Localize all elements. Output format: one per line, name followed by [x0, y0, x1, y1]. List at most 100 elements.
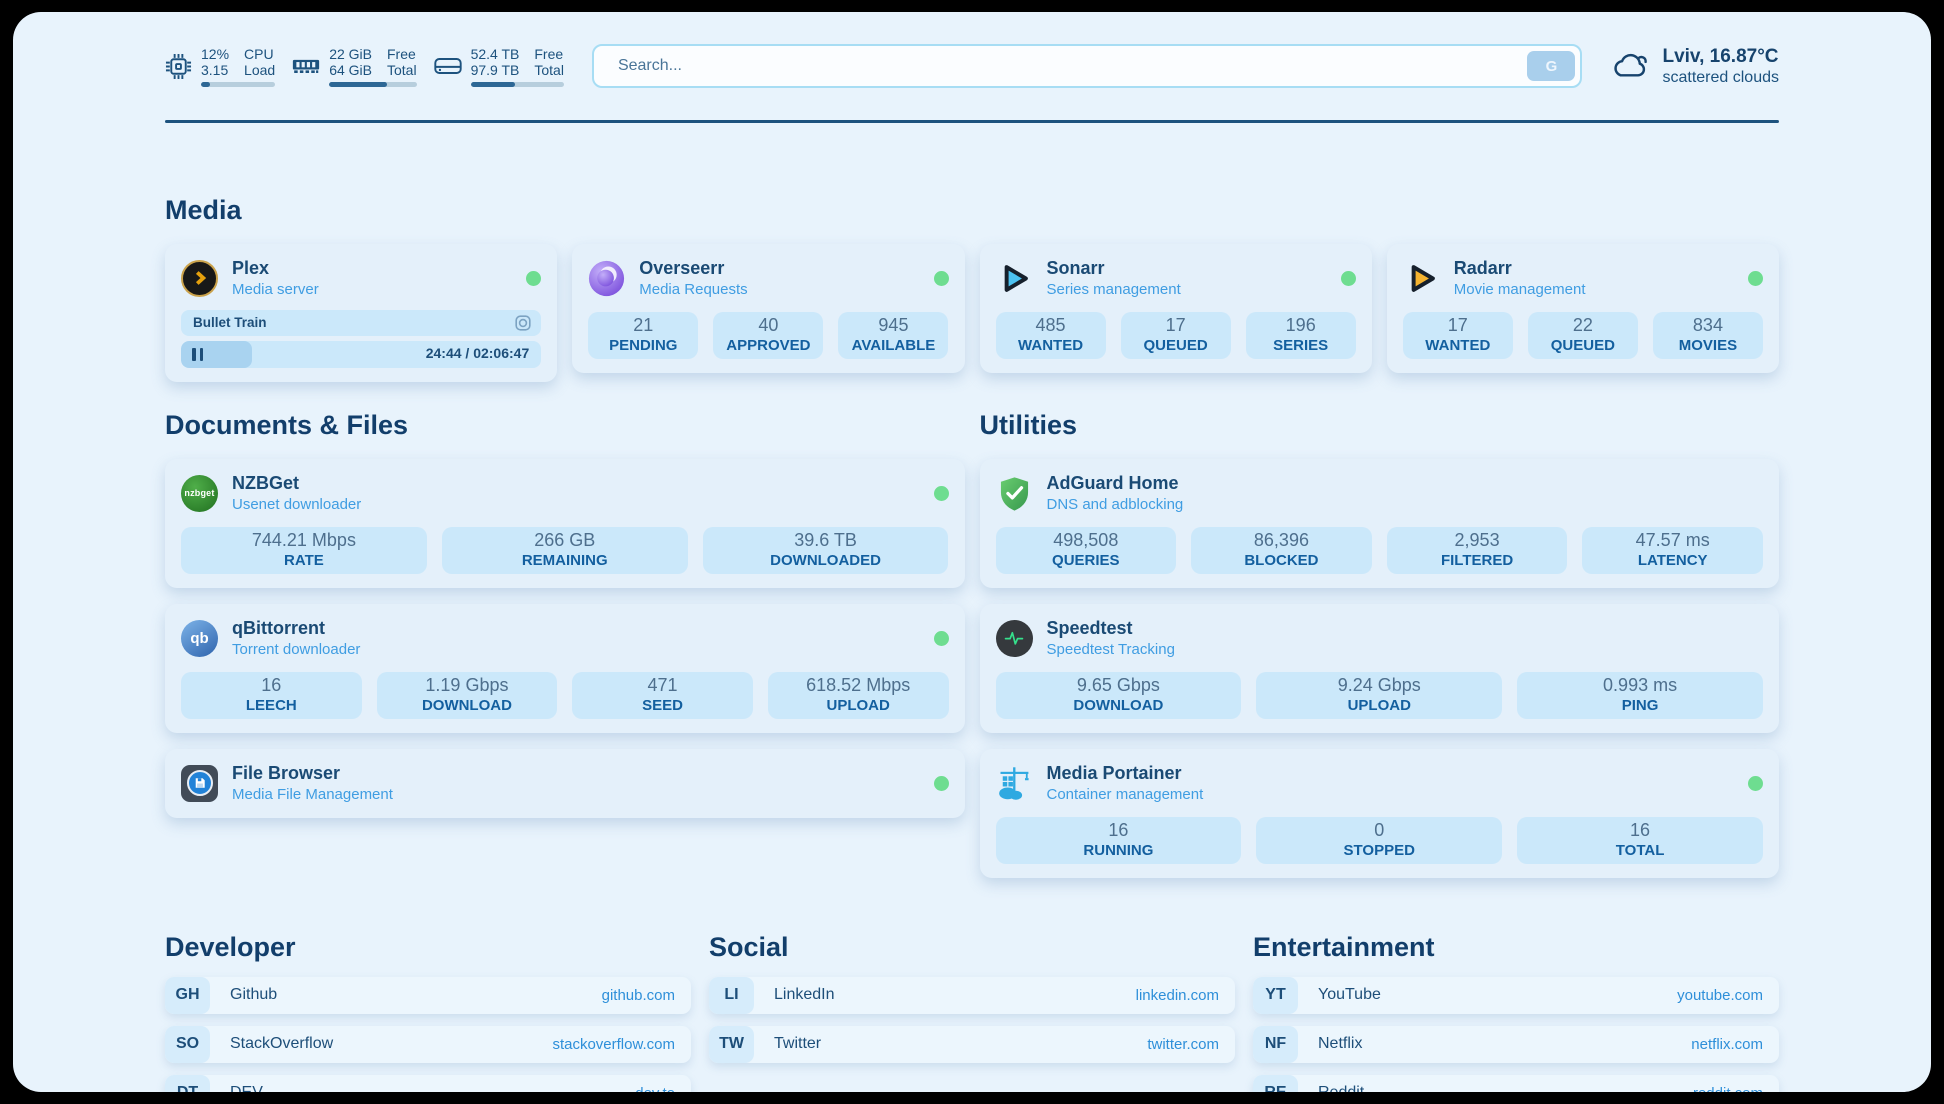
stat-tile: 266 GB REMAINING: [441, 526, 688, 574]
stat-label: DOWNLOAD: [421, 697, 512, 714]
stat-label: QUEUED: [1143, 337, 1208, 354]
stat-value: 21: [633, 315, 654, 335]
ram-label-top: Free: [387, 45, 416, 62]
stat-value: 1.19 Gbps: [425, 675, 509, 695]
dashboard-panel: 12% 3.15 CPU Load: [13, 12, 1931, 1092]
bookmark-url[interactable]: dev.to: [635, 1085, 675, 1093]
stat-label: UPLOAD: [826, 697, 890, 714]
app-subtitle: Media server: [232, 280, 319, 298]
bookmark-group-entertainment: Entertainment YT YouTube youtube.com NF …: [1253, 931, 1779, 1093]
app-card-radarr[interactable]: Radarr Movie management 17 WANTED 22 QUE…: [1386, 243, 1779, 373]
bookmark-twitter[interactable]: TW Twitter twitter.com: [709, 1025, 1235, 1063]
bookmark-url[interactable]: twitter.com: [1147, 1035, 1219, 1053]
bookmark-dev[interactable]: DT DEV dev.to: [165, 1074, 691, 1093]
status-online-dot: [1340, 270, 1356, 286]
bookmark-url[interactable]: youtube.com: [1677, 986, 1763, 1004]
stat-label: DOWNLOAD: [1073, 697, 1164, 714]
stat-value: 0.993 ms: [1603, 675, 1678, 695]
search-input[interactable]: [591, 44, 1583, 88]
section-title-utilities: Utilities: [979, 409, 1078, 440]
stat-label: REMAINING: [521, 552, 608, 569]
bookmark-name: YouTube: [1318, 986, 1381, 1003]
bookmark-github[interactable]: GH Github github.com: [165, 976, 691, 1014]
bookmark-url[interactable]: stackoverflow.com: [552, 1035, 675, 1053]
ram-free: 22 GiB: [329, 45, 372, 62]
stat-label: LEECH: [245, 697, 297, 714]
stat-label: WANTED: [1425, 337, 1491, 354]
stat-label: AVAILABLE: [851, 337, 936, 354]
bookmark-group-developer: Developer GH Github github.com SO StackO…: [165, 932, 691, 1093]
app-card-plex[interactable]: Plex Media server Bullet Train: [165, 243, 558, 382]
app-title: Media Portainer: [1046, 762, 1182, 783]
stat-value: 0: [1374, 820, 1385, 840]
bookmark-url[interactable]: reddit.com: [1693, 1085, 1763, 1093]
app-title: AdGuard Home: [1046, 472, 1179, 493]
cpu-icon: [165, 53, 192, 80]
speedtest-icon: [995, 619, 1033, 657]
stat-tile: 16 LEECH: [181, 671, 362, 719]
stat-label: SEED: [642, 697, 683, 714]
disk-usage-bar: [470, 81, 564, 87]
stat-value: 16: [1108, 820, 1129, 840]
stat-tile: 471 SEED: [572, 671, 753, 719]
portainer-icon: [996, 765, 1033, 802]
stat-value: 16: [261, 675, 282, 695]
stat-value: 618.52 Mbps: [806, 675, 911, 695]
stat-label: STOPPED: [1343, 842, 1415, 859]
hdd-icon: [433, 55, 462, 77]
stat-tile: 16 RUNNING: [995, 816, 1242, 864]
bookmark-url[interactable]: netflix.com: [1691, 1035, 1763, 1053]
disk-total: 97.9 TB: [470, 61, 520, 78]
bookmark-linkedin[interactable]: LI LinkedIn linkedin.com: [709, 976, 1235, 1014]
status-online-dot: [526, 270, 542, 286]
status-online-dot: [933, 485, 949, 501]
stat-label: TOTAL: [1615, 842, 1665, 859]
bookmark-url[interactable]: linkedin.com: [1135, 986, 1219, 1004]
app-card-filebrowser[interactable]: File Browser Media File Management: [165, 748, 965, 818]
app-card-adguard[interactable]: AdGuard Home DNS and adblocking 498,508 …: [979, 458, 1779, 588]
bookmark-abbr: TW: [709, 1025, 754, 1063]
stat-label: QUEUED: [1550, 337, 1615, 354]
stat-label: PING: [1621, 697, 1659, 714]
app-card-portainer[interactable]: Media Portainer Container management 16 …: [979, 748, 1779, 878]
filebrowser-icon: [181, 764, 218, 802]
bookmark-youtube[interactable]: YT YouTube youtube.com: [1253, 976, 1779, 1014]
app-title: Sonarr: [1046, 257, 1105, 278]
status-online-dot: [933, 270, 949, 286]
bookmark-netflix[interactable]: NF Netflix netflix.com: [1253, 1025, 1779, 1063]
bookmark-name: StackOverflow: [230, 1035, 334, 1052]
cpu-usage-bar: [201, 81, 276, 87]
stat-value: 485: [1035, 315, 1066, 335]
cpu-widget: 12% 3.15 CPU Load: [165, 45, 276, 87]
stat-label: SERIES: [1273, 337, 1329, 354]
stat-tile: 0 STOPPED: [1256, 816, 1503, 864]
bookmark-stackoverflow[interactable]: SO StackOverflow stackoverflow.com: [165, 1025, 691, 1063]
bookmark-url[interactable]: github.com: [601, 986, 675, 1004]
stat-tile: 0.993 ms PING: [1517, 671, 1763, 719]
app-card-speedtest[interactable]: Speedtest Speedtest Tracking 9.65 Gbps D…: [979, 603, 1779, 733]
search-engine-button[interactable]: G: [1527, 51, 1576, 81]
ram-usage-bar: [329, 81, 417, 87]
cpu-percent: 12%: [201, 45, 230, 62]
app-subtitle: Torrent downloader: [232, 640, 361, 658]
app-card-nzbget[interactable]: nzbget NZBGet Usenet downloader 744.21 M…: [165, 458, 965, 588]
ram-total: 64 GiB: [329, 61, 372, 78]
bookmark-reddit[interactable]: RE Reddit reddit.com: [1253, 1074, 1779, 1093]
pause-icon: [192, 347, 203, 361]
session-target-icon[interactable]: [515, 314, 531, 331]
stat-value: 22: [1572, 315, 1593, 335]
stat-label: WANTED: [1018, 337, 1084, 354]
bookmark-name: Reddit: [1318, 1084, 1364, 1092]
stat-tile: 86,396 BLOCKED: [1191, 526, 1372, 574]
search-bar: G: [591, 44, 1583, 88]
status-online-dot: [1748, 775, 1763, 791]
bookmark-abbr: NF: [1253, 1025, 1298, 1063]
app-subtitle: Usenet downloader: [232, 495, 362, 513]
app-card-sonarr[interactable]: Sonarr Series management 485 WANTED 17 Q…: [979, 243, 1372, 373]
documents-column: Documents & Files nzbget NZBGet Usenet d…: [165, 410, 965, 818]
app-card-overseerr[interactable]: Overseerr Media Requests 21 PENDING 40 A…: [572, 243, 965, 373]
section-title-entertainment: Entertainment: [1253, 931, 1435, 962]
app-card-qbittorrent[interactable]: qb qBittorrent Torrent downloader 16 LEE…: [165, 603, 965, 733]
stat-label: LATENCY: [1637, 552, 1708, 569]
app-title: qBittorrent: [232, 617, 325, 638]
